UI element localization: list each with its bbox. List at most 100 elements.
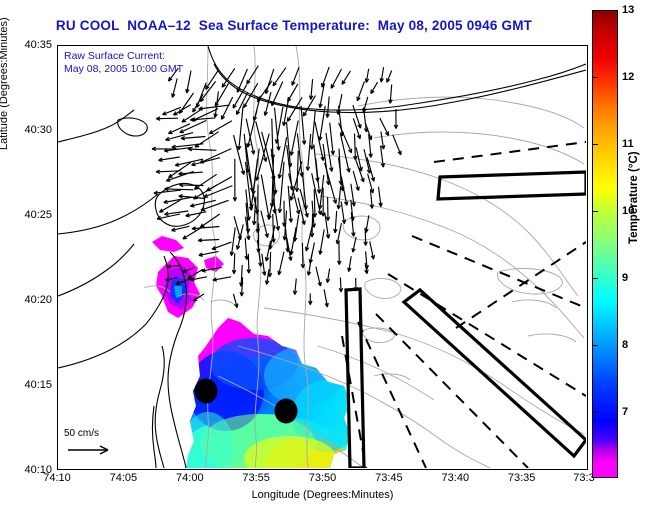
current-vector — [325, 268, 331, 284]
map-plot-area[interactable]: Raw Surface Current: May 08, 2005 10:00 … — [57, 45, 588, 470]
current-vector — [314, 121, 325, 162]
current-vector — [263, 92, 272, 116]
current-vector — [181, 266, 195, 274]
colorbar[interactable] — [592, 10, 618, 478]
current-vector — [251, 196, 257, 226]
current-vector — [236, 68, 248, 93]
current-vector — [318, 229, 325, 255]
colorbar-tick — [592, 77, 598, 79]
current-vector — [260, 174, 271, 220]
current-vector — [347, 256, 352, 272]
x-axis-tick-labels: 74:10 74:05 74:00 73:55 73:50 73:45 73:4… — [43, 472, 594, 488]
current-vector — [236, 106, 244, 151]
current-vector — [200, 199, 229, 212]
current-vector — [379, 67, 385, 83]
current-vector — [208, 120, 233, 135]
current-vector — [246, 65, 259, 85]
current-vector — [350, 212, 356, 237]
current-vector — [191, 157, 220, 167]
current-vector — [272, 67, 287, 87]
current-vector — [363, 227, 368, 246]
colorbar-tick — [592, 278, 598, 280]
current-vector — [164, 210, 189, 216]
current-vector — [158, 199, 181, 213]
current-vector — [164, 146, 193, 153]
current-vector — [244, 216, 251, 241]
current-vector — [203, 185, 233, 198]
current-vector — [388, 84, 393, 104]
current-vector — [299, 188, 309, 218]
current-vector — [289, 161, 303, 201]
y-tick: 40:25 — [24, 209, 52, 221]
current-vector — [261, 253, 267, 276]
current-vector — [297, 197, 306, 226]
current-vector — [300, 242, 306, 269]
current-vector — [287, 83, 299, 103]
current-vector — [325, 96, 330, 118]
current-vector — [308, 293, 313, 306]
current-vector — [167, 123, 191, 135]
current-vector — [164, 186, 194, 192]
current-vector — [179, 182, 204, 188]
x-tick: 73:55 — [242, 472, 270, 484]
y-tick: 40:20 — [24, 294, 52, 306]
colorbar-label: 12 — [622, 71, 635, 83]
current-vector — [350, 183, 356, 207]
current-vector — [336, 241, 342, 265]
current-vector — [364, 262, 369, 275]
current-vector — [171, 78, 178, 98]
current-vector — [380, 131, 386, 150]
colorbar-label: 10 — [622, 205, 635, 217]
y-tick: 40:30 — [24, 124, 52, 136]
current-vector — [324, 212, 331, 239]
current-vector — [239, 277, 245, 297]
annotation-line-2: May 08, 2005 10:00 GMT — [64, 63, 184, 75]
current-vector — [292, 278, 298, 295]
current-vector — [153, 189, 182, 196]
current-vector — [325, 133, 334, 172]
current-vector — [189, 276, 208, 282]
current-vector — [318, 83, 325, 109]
current-vector — [321, 66, 330, 88]
x-tick: 73:35 — [507, 472, 536, 484]
current-vector — [199, 213, 221, 228]
x-axis-label: Longitude (Degrees:Minutes) — [251, 489, 394, 501]
current-vector — [369, 189, 375, 209]
current-vector — [174, 158, 204, 167]
current-vector — [315, 266, 322, 287]
current-vector — [187, 268, 204, 280]
current-vector — [166, 264, 182, 269]
current-vector — [352, 133, 358, 161]
current-vector — [352, 105, 362, 129]
current-vector — [340, 201, 347, 225]
colorbar-label: 9 — [622, 272, 629, 284]
current-vector — [191, 225, 220, 231]
current-vector — [243, 82, 259, 109]
current-vector — [190, 117, 216, 122]
current-vector — [340, 176, 349, 206]
colorbar-label: 11 — [622, 138, 634, 150]
current-vector — [163, 196, 193, 205]
colorbar-tick — [592, 345, 598, 347]
current-vector — [308, 79, 314, 100]
current-vector — [341, 70, 351, 85]
current-vector — [379, 145, 386, 168]
current-vector — [309, 110, 316, 150]
current-vector — [336, 186, 342, 210]
colorbar-tick — [592, 144, 598, 146]
scale-arrow — [68, 445, 109, 455]
radar-station-markers[interactable] — [194, 378, 298, 424]
current-vector — [260, 210, 269, 238]
current-vector — [162, 106, 182, 116]
current-vector — [267, 190, 277, 220]
current-vector — [274, 106, 284, 144]
current-vector — [333, 210, 338, 234]
station-marker — [194, 378, 218, 404]
current-vector — [370, 81, 379, 95]
current-vector — [264, 68, 275, 95]
current-vector — [231, 253, 237, 275]
current-vector — [379, 117, 390, 136]
current-vector — [377, 186, 383, 207]
bathymetry-contours — [143, 46, 585, 468]
